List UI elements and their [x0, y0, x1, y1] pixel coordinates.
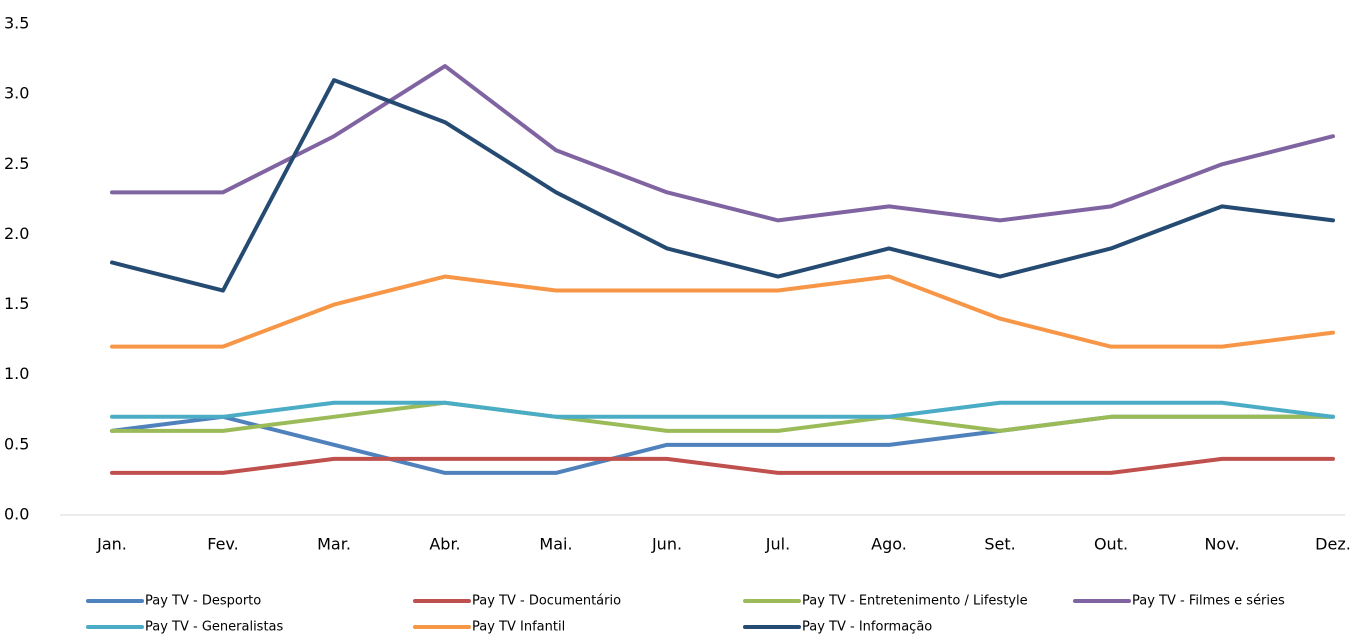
legend-label: Pay TV - Documentário	[472, 594, 621, 609]
x-tick-label: Out.	[1094, 535, 1128, 554]
series-line	[110, 64, 1335, 223]
series-line	[110, 274, 1335, 349]
series-line	[110, 78, 1335, 293]
x-tick-label: Set.	[984, 535, 1015, 554]
series-line	[110, 400, 1335, 419]
y-tick-label: 0.5	[4, 434, 29, 453]
series-line	[110, 400, 1335, 433]
legend-label: Pay TV - Entretenimento / Lifestyle	[802, 594, 1028, 609]
y-tick-label: 1.5	[4, 294, 29, 313]
x-tick-label: Jan.	[96, 535, 127, 554]
y-tick-label: 1.0	[4, 364, 29, 383]
y-tick-label: 2.0	[4, 224, 29, 243]
legend-label: Pay TV Infantil	[472, 620, 565, 635]
y-tick-label: 3.0	[4, 84, 29, 103]
x-tick-label: Dez.	[1315, 535, 1351, 554]
y-tick-label: 3.5	[4, 14, 29, 33]
legend-label: Pay TV - Desporto	[145, 594, 261, 609]
y-tick-label: 2.5	[4, 154, 29, 173]
x-tick-label: Ago.	[871, 535, 907, 554]
series-line	[110, 456, 1335, 475]
y-tick-label: 0.0	[4, 505, 29, 524]
x-tick-label: Nov.	[1204, 535, 1239, 554]
legend-label: Pay TV - Filmes e séries	[1132, 594, 1285, 609]
x-tick-label: Fev.	[207, 535, 238, 554]
x-tick-label: Jul.	[765, 535, 790, 554]
x-tick-label: Mai.	[539, 535, 572, 554]
x-tick-label: Mar.	[317, 535, 351, 554]
legend-label: Pay TV - Generalistas	[145, 620, 284, 635]
legend-label: Pay TV - Informação	[802, 620, 932, 635]
x-tick-label: Jun.	[651, 535, 682, 554]
x-tick-label: Abr.	[429, 535, 460, 554]
